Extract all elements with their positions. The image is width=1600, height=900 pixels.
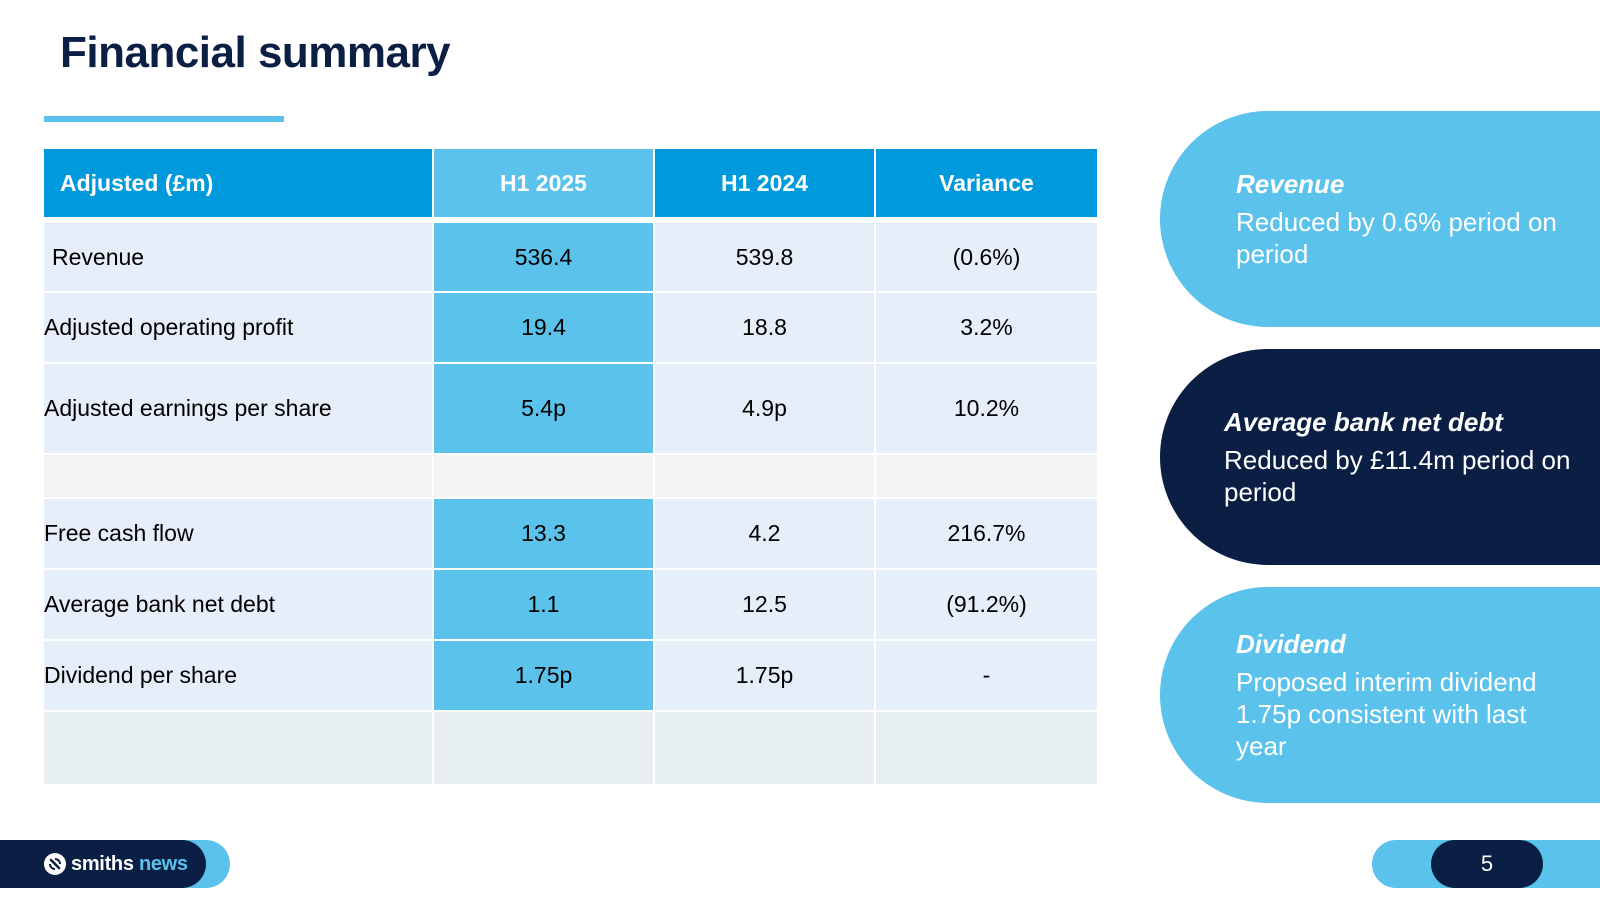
callout-text: Reduced by £11.4m period on period [1224,444,1571,507]
header-adjusted: Adjusted (£m) [44,149,434,219]
callout-average-bank-net-debt: Average bank net debt Reduced by £11.4m … [1160,349,1600,565]
table-empty-row [44,712,1097,784]
callout-revenue: Revenue Reduced by 0.6% period on period [1160,111,1600,327]
page-title: Financial summary [60,28,451,77]
row-label: Adjusted operating profit [44,293,434,364]
header-h1-2025: H1 2025 [434,149,655,219]
row-value-h1-2024: 12.5 [655,570,876,641]
row-variance: (91.2%) [876,570,1097,641]
row-value-h1-2024: 4.9p [655,364,876,455]
row-variance: 216.7% [876,499,1097,570]
table-row: Adjusted earnings per share 5.4p 4.9p 10… [44,364,1097,455]
row-variance: 10.2% [876,364,1097,455]
row-label: Free cash flow [44,499,434,570]
row-value-h1-2025: 19.4 [434,293,655,364]
table-empty-row [44,455,1097,499]
row-variance: - [876,641,1097,712]
row-value-h1-2025: 5.4p [434,364,655,455]
row-value-h1-2025: 536.4 [434,223,655,293]
row-label: Revenue [44,223,434,293]
row-value-h1-2024: 4.2 [655,499,876,570]
financial-summary-table: Adjusted (£m) H1 2025 H1 2024 Variance R… [44,149,1097,784]
header-h1-2024: H1 2024 [655,149,876,219]
brand-wordmark: smiths news [71,852,188,875]
page-number: 5 [1431,840,1543,888]
footer-brand-logo: smiths news [0,840,206,888]
row-value-h1-2024: 18.8 [655,293,876,364]
row-value-h1-2025: 1.75p [434,641,655,712]
smiths-news-logo-icon [44,853,66,875]
row-variance: (0.6%) [876,223,1097,293]
row-value-h1-2024: 539.8 [655,223,876,293]
row-label: Adjusted earnings per share [44,364,434,455]
title-underline [44,116,284,122]
row-value-h1-2025: 13.3 [434,499,655,570]
row-value-h1-2025: 1.1 [434,570,655,641]
row-value-h1-2024: 1.75p [655,641,876,712]
row-label: Average bank net debt [44,570,434,641]
callout-text: Reduced by 0.6% period on period [1236,206,1557,269]
table-row: Dividend per share 1.75p 1.75p - [44,641,1097,712]
table-row: Average bank net debt 1.1 12.5 (91.2%) [44,570,1097,641]
callout-title: Dividend [1236,628,1346,659]
callout-title: Average bank net debt [1224,406,1503,437]
table-row: Free cash flow 13.3 4.2 216.7% [44,499,1097,570]
callout-title: Revenue [1236,168,1345,199]
row-label: Dividend per share [44,641,434,712]
table-row: Adjusted operating profit 19.4 18.8 3.2% [44,293,1097,364]
row-variance: 3.2% [876,293,1097,364]
callout-dividend: Dividend Proposed interim dividend 1.75p… [1160,587,1600,803]
callout-text: Proposed interim dividend 1.75p consiste… [1236,666,1537,761]
table-header-row: Adjusted (£m) H1 2025 H1 2024 Variance [44,149,1097,219]
header-variance: Variance [876,149,1097,219]
table-row: Revenue 536.4 539.8 (0.6%) [44,223,1097,293]
